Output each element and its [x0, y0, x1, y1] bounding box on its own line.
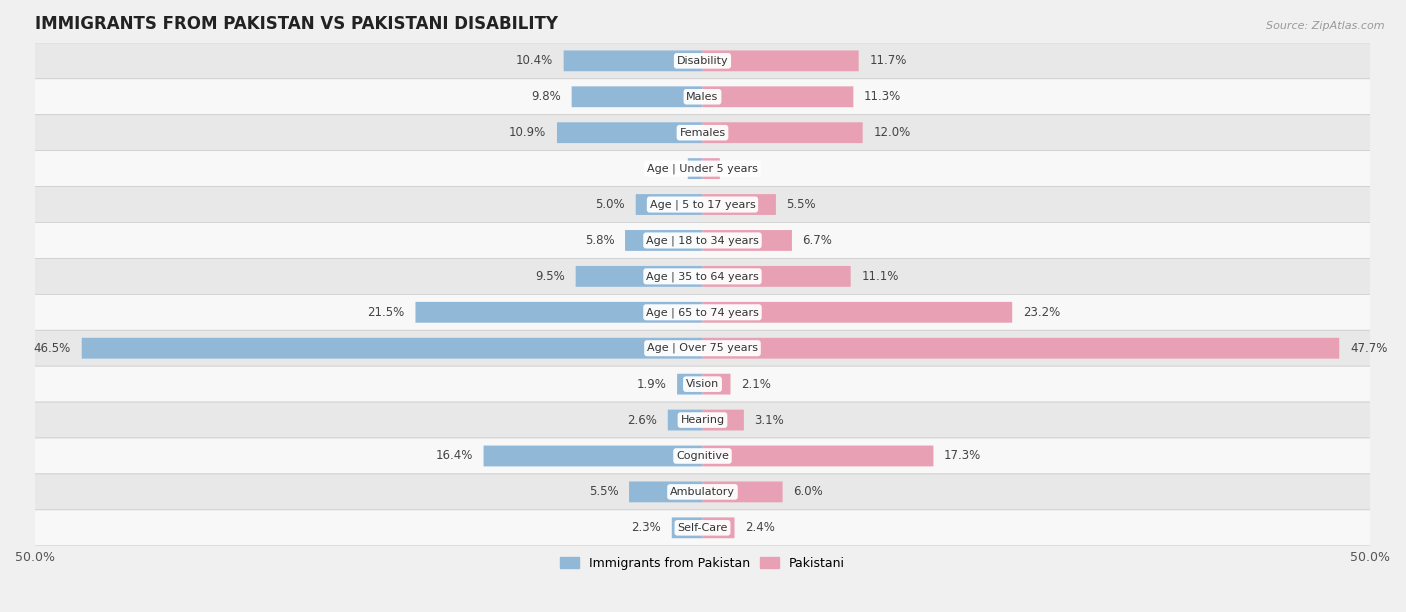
Text: 2.6%: 2.6%	[627, 414, 657, 427]
FancyBboxPatch shape	[35, 294, 1371, 330]
FancyBboxPatch shape	[703, 194, 776, 215]
Text: 23.2%: 23.2%	[1024, 306, 1060, 319]
FancyBboxPatch shape	[572, 86, 703, 107]
FancyBboxPatch shape	[703, 517, 734, 538]
Text: Age | 18 to 34 years: Age | 18 to 34 years	[645, 235, 759, 245]
FancyBboxPatch shape	[35, 402, 1371, 438]
Text: 16.4%: 16.4%	[436, 449, 472, 463]
FancyBboxPatch shape	[703, 266, 851, 287]
FancyBboxPatch shape	[35, 223, 1371, 258]
FancyBboxPatch shape	[703, 374, 731, 395]
Text: 11.3%: 11.3%	[865, 91, 901, 103]
Text: Age | 35 to 64 years: Age | 35 to 64 years	[647, 271, 759, 282]
FancyBboxPatch shape	[35, 330, 1371, 366]
Text: 2.4%: 2.4%	[745, 521, 775, 534]
Text: Males: Males	[686, 92, 718, 102]
Text: 5.0%: 5.0%	[595, 198, 626, 211]
Text: Hearing: Hearing	[681, 415, 724, 425]
Text: 3.1%: 3.1%	[755, 414, 785, 427]
Text: 12.0%: 12.0%	[873, 126, 911, 139]
FancyBboxPatch shape	[35, 438, 1371, 474]
FancyBboxPatch shape	[564, 50, 703, 71]
Text: 5.8%: 5.8%	[585, 234, 614, 247]
Text: 2.1%: 2.1%	[741, 378, 770, 390]
Text: Ambulatory: Ambulatory	[671, 487, 735, 497]
Text: 10.9%: 10.9%	[509, 126, 547, 139]
Text: 9.8%: 9.8%	[531, 91, 561, 103]
Text: 1.1%: 1.1%	[647, 162, 678, 175]
FancyBboxPatch shape	[703, 158, 720, 179]
FancyBboxPatch shape	[703, 86, 853, 107]
FancyBboxPatch shape	[35, 187, 1371, 223]
FancyBboxPatch shape	[557, 122, 703, 143]
Text: 21.5%: 21.5%	[367, 306, 405, 319]
Text: 9.5%: 9.5%	[536, 270, 565, 283]
FancyBboxPatch shape	[35, 366, 1371, 402]
Text: Source: ZipAtlas.com: Source: ZipAtlas.com	[1267, 21, 1385, 31]
FancyBboxPatch shape	[82, 338, 703, 359]
FancyBboxPatch shape	[628, 482, 703, 502]
Text: 6.7%: 6.7%	[803, 234, 832, 247]
Text: 47.7%: 47.7%	[1350, 341, 1388, 355]
FancyBboxPatch shape	[703, 482, 783, 502]
Text: 5.5%: 5.5%	[589, 485, 619, 498]
Text: Age | 65 to 74 years: Age | 65 to 74 years	[645, 307, 759, 318]
FancyBboxPatch shape	[626, 230, 703, 251]
Text: 2.3%: 2.3%	[631, 521, 661, 534]
Text: Age | Under 5 years: Age | Under 5 years	[647, 163, 758, 174]
FancyBboxPatch shape	[703, 446, 934, 466]
FancyBboxPatch shape	[678, 374, 703, 395]
FancyBboxPatch shape	[668, 409, 703, 430]
FancyBboxPatch shape	[703, 50, 859, 71]
FancyBboxPatch shape	[703, 302, 1012, 323]
Text: 5.5%: 5.5%	[786, 198, 817, 211]
FancyBboxPatch shape	[575, 266, 703, 287]
Text: Cognitive: Cognitive	[676, 451, 728, 461]
FancyBboxPatch shape	[35, 114, 1371, 151]
Legend: Immigrants from Pakistan, Pakistani: Immigrants from Pakistan, Pakistani	[555, 552, 849, 575]
Text: 11.1%: 11.1%	[862, 270, 898, 283]
FancyBboxPatch shape	[415, 302, 703, 323]
FancyBboxPatch shape	[703, 122, 863, 143]
FancyBboxPatch shape	[35, 43, 1371, 79]
Text: 6.0%: 6.0%	[793, 485, 823, 498]
FancyBboxPatch shape	[703, 338, 1340, 359]
Text: 17.3%: 17.3%	[943, 449, 981, 463]
Text: 1.9%: 1.9%	[637, 378, 666, 390]
FancyBboxPatch shape	[35, 510, 1371, 546]
Text: 46.5%: 46.5%	[34, 341, 72, 355]
FancyBboxPatch shape	[35, 151, 1371, 187]
FancyBboxPatch shape	[636, 194, 703, 215]
FancyBboxPatch shape	[35, 258, 1371, 294]
FancyBboxPatch shape	[688, 158, 703, 179]
FancyBboxPatch shape	[672, 517, 703, 538]
Text: 11.7%: 11.7%	[869, 54, 907, 67]
Text: IMMIGRANTS FROM PAKISTAN VS PAKISTANI DISABILITY: IMMIGRANTS FROM PAKISTAN VS PAKISTANI DI…	[35, 15, 558, 33]
Text: 10.4%: 10.4%	[516, 54, 553, 67]
Text: Self-Care: Self-Care	[678, 523, 728, 533]
Text: Females: Females	[679, 128, 725, 138]
FancyBboxPatch shape	[703, 409, 744, 430]
FancyBboxPatch shape	[35, 79, 1371, 114]
FancyBboxPatch shape	[703, 230, 792, 251]
FancyBboxPatch shape	[35, 474, 1371, 510]
Text: 1.3%: 1.3%	[731, 162, 761, 175]
Text: Vision: Vision	[686, 379, 718, 389]
Text: Age | 5 to 17 years: Age | 5 to 17 years	[650, 200, 755, 210]
FancyBboxPatch shape	[484, 446, 703, 466]
Text: Age | Over 75 years: Age | Over 75 years	[647, 343, 758, 354]
Text: Disability: Disability	[676, 56, 728, 66]
